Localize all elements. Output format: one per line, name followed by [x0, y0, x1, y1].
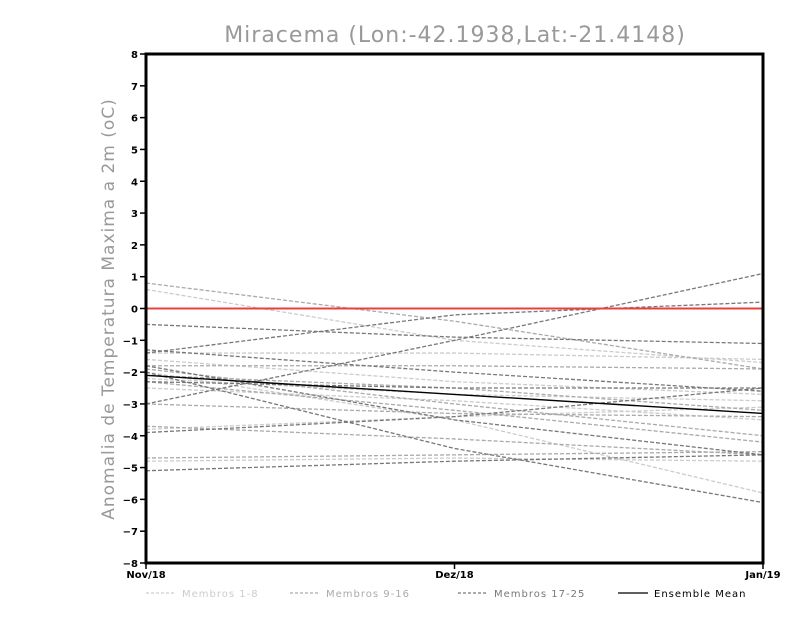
y-tick-label: 1	[131, 273, 138, 284]
x-tick-label: Dez/18	[435, 570, 474, 581]
x-tick-label: Jan/19	[744, 570, 780, 581]
y-tick-label: 6	[131, 114, 138, 125]
y-tick-label: −2	[123, 368, 138, 379]
y-tick-label: −4	[123, 432, 138, 443]
member-line	[145, 425, 764, 456]
y-tick-label: −3	[123, 400, 138, 411]
member-line	[145, 403, 764, 418]
legend-label: Membros 1-8	[182, 589, 259, 600]
legend-label: Ensemble Mean	[654, 589, 746, 600]
y-tick-label: 0	[131, 305, 138, 316]
member-line	[145, 451, 764, 459]
y-tick-label: −8	[123, 559, 138, 570]
member-line	[145, 454, 764, 472]
plot-area	[145, 272, 764, 504]
y-tick-label: 3	[131, 209, 138, 220]
member-line	[146, 365, 764, 370]
y-tick-label: 8	[131, 50, 138, 61]
y-tick-label: 7	[131, 82, 138, 93]
member-line	[145, 381, 764, 443]
axes: −8 −7 −6 −5 −4 −3 −2 −1 0 1 2 3 4 5 6 7 8 Nov/18 Dez/18 Jan…	[123, 50, 781, 581]
y-tick-label: −1	[123, 336, 138, 347]
y-tick-label: −6	[123, 495, 138, 506]
member-line	[145, 387, 764, 421]
member-line	[146, 352, 764, 361]
member-line	[145, 272, 764, 405]
member-line	[145, 381, 763, 389]
y-tick-label: 4	[131, 177, 138, 188]
x-tick-label: Nov/18	[126, 570, 165, 581]
y-tick-label: 5	[131, 145, 138, 156]
member-line	[145, 288, 764, 364]
member-line	[145, 282, 764, 370]
legend-label: Membros 9-16	[326, 589, 410, 600]
member-line	[145, 301, 764, 354]
y-axis-label: Anomalia de Temperatura Maxima a 2m (oC)	[99, 98, 119, 520]
member-line	[145, 323, 764, 345]
member-line	[145, 349, 764, 392]
legend: Membros 1-8 Membros 9-16 Membros 17-25 Ense…	[146, 589, 746, 600]
y-tick-label: −5	[123, 464, 138, 475]
member-line	[145, 457, 764, 462]
member-line	[145, 387, 764, 434]
member-line	[145, 368, 764, 437]
ensemble-mean-line	[145, 374, 764, 415]
y-tick-label: 2	[131, 241, 138, 252]
chart-title: Miracema (Lon:-42.1938,Lat:-21.4148)	[224, 23, 686, 48]
member-line	[145, 358, 764, 396]
legend-label: Membros 17-25	[494, 589, 585, 600]
member-line	[145, 371, 764, 504]
y-tick-label: −7	[123, 527, 138, 538]
